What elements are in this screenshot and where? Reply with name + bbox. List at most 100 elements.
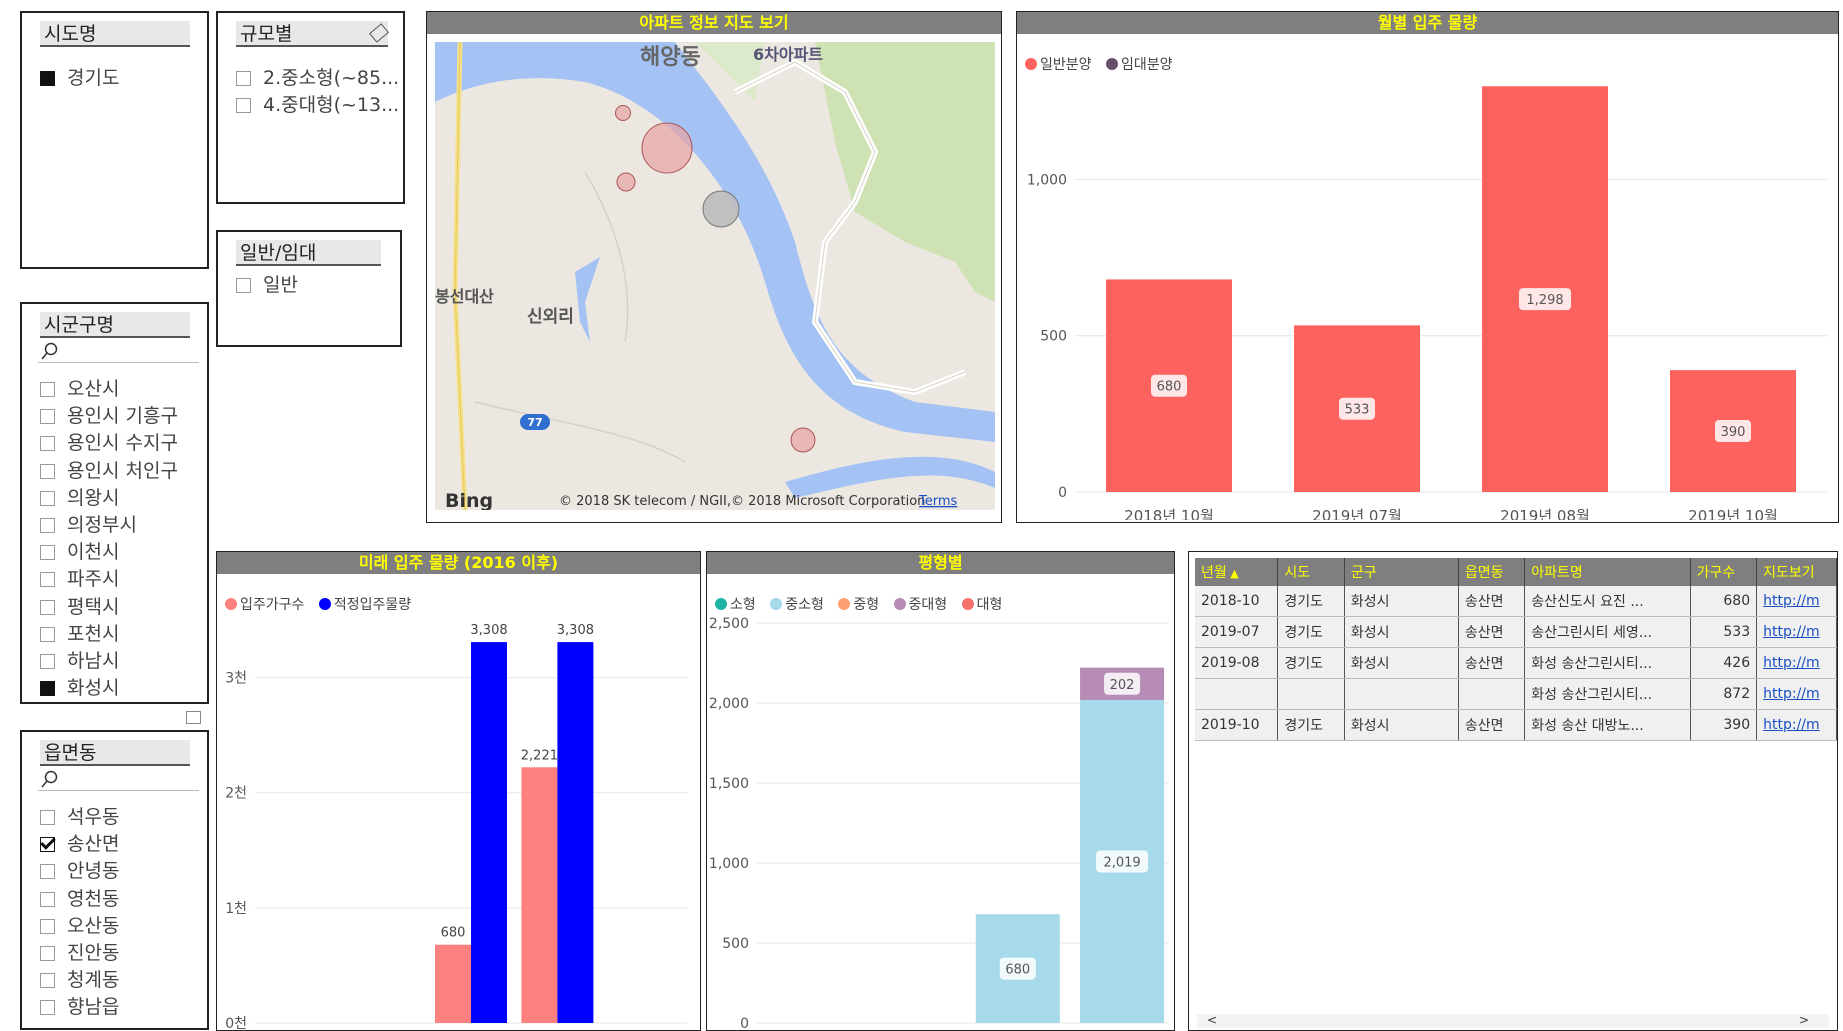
checkbox[interactable] <box>40 891 55 907</box>
horizontal-scrollbar[interactable]: < > <box>1197 1013 1829 1028</box>
map-link[interactable]: http://m <box>1763 655 1820 671</box>
slicer-item[interactable]: 진안동 <box>40 940 119 966</box>
map-bubble[interactable] <box>616 172 636 192</box>
slicer-item[interactable]: 일반 <box>236 272 298 298</box>
checkbox[interactable] <box>40 973 55 989</box>
map-link[interactable]: http://m <box>1763 717 1820 733</box>
table-cell[interactable]: http://m <box>1756 616 1837 648</box>
column-header[interactable]: 지도보기 <box>1756 558 1837 586</box>
map-terms-link[interactable]: Terms <box>918 494 958 509</box>
bar[interactable] <box>435 944 471 1023</box>
checkbox[interactable] <box>40 681 55 697</box>
checkbox[interactable] <box>40 1000 55 1016</box>
map-label-apt: 6차아파트 <box>753 45 823 64</box>
slicer-item[interactable]: 용인시 수지구 <box>40 430 178 456</box>
slicer-item[interactable]: 포천시 <box>40 621 119 647</box>
map-bubble[interactable] <box>641 122 693 174</box>
slicer-item[interactable]: 의정부시 <box>40 512 137 538</box>
slicer-item[interactable]: 용인시 기흥구 <box>40 403 178 429</box>
column-header[interactable]: 아파트명 <box>1524 558 1691 586</box>
column-header[interactable]: 년월 ▲ <box>1195 558 1279 586</box>
slicer-item[interactable]: 평택시 <box>40 594 119 620</box>
checkbox[interactable] <box>40 572 55 588</box>
checkbox[interactable] <box>40 545 55 561</box>
slicer-item[interactable]: 청계동 <box>40 967 119 993</box>
checkbox[interactable] <box>40 409 55 425</box>
sort-asc-icon[interactable]: ▲ <box>1226 567 1239 580</box>
expand-icon[interactable] <box>186 711 201 724</box>
map-link[interactable]: http://m <box>1763 593 1820 609</box>
slicer-item[interactable]: 오산동 <box>40 913 119 939</box>
slicer-item[interactable]: 경기도 <box>40 65 119 91</box>
legend-item[interactable]: 입주가구수 <box>225 594 304 614</box>
table-row[interactable]: 2019-07 경기도 화성시 송산면 송산그린시티 세영... 533 http://m <box>1195 616 1837 648</box>
legend-item[interactable]: 중대형 <box>893 594 947 614</box>
table-row[interactable]: 2019-10 경기도 화성시 송산면 화성 송산 대방노... 390 http://m <box>1195 709 1837 741</box>
checkbox[interactable] <box>40 599 55 615</box>
slicer-item[interactable]: 안녕동 <box>40 858 119 884</box>
search-input[interactable] <box>38 768 199 791</box>
checkbox[interactable] <box>40 918 55 934</box>
table-cell[interactable]: http://m <box>1756 709 1837 741</box>
legend-item[interactable]: 적정입주물량 <box>318 594 411 614</box>
slicer-item[interactable]: 영천동 <box>40 886 119 912</box>
bar[interactable] <box>557 642 594 1023</box>
legend-item[interactable]: 중소형 <box>770 594 824 614</box>
legend-item[interactable]: 대형 <box>961 594 1002 614</box>
checkbox[interactable] <box>236 98 251 113</box>
checkbox[interactable] <box>40 71 55 86</box>
checkbox[interactable] <box>40 810 55 825</box>
checkbox[interactable] <box>40 382 55 397</box>
checkbox[interactable] <box>40 626 55 642</box>
checkbox[interactable] <box>236 278 251 293</box>
checkbox[interactable] <box>40 463 55 479</box>
scroll-right-icon[interactable]: > <box>1798 1013 1809 1027</box>
checkbox[interactable] <box>40 864 55 880</box>
slicer-item[interactable]: 파주시 <box>40 566 119 592</box>
legend-item[interactable]: 중형 <box>838 594 879 614</box>
map-link[interactable]: http://m <box>1763 686 1820 702</box>
map-bubble[interactable] <box>702 190 740 228</box>
map-canvas[interactable]: 해양동 6차아파트 봉선대산 신외리 77 Bing © 2018 SK tel… <box>435 42 995 510</box>
checkbox[interactable] <box>40 518 55 533</box>
bar[interactable] <box>471 642 507 1023</box>
slicer-item[interactable]: 화성시 <box>40 675 119 701</box>
table-row[interactable]: 2018-10 경기도 화성시 송산면 송산신도시 요진 ... 680 http://m <box>1195 586 1837 617</box>
checkbox[interactable] <box>236 71 251 86</box>
legend-item[interactable]: 소형 <box>715 594 756 614</box>
table-cell[interactable]: http://m <box>1756 678 1837 710</box>
table-row[interactable]: 화성 송산그린시티... 872 http://m <box>1195 678 1837 710</box>
legend-dot <box>961 598 974 610</box>
map-bubble[interactable] <box>790 427 816 453</box>
checkbox[interactable] <box>40 946 55 961</box>
table-cell[interactable]: http://m <box>1756 647 1837 679</box>
checkbox[interactable] <box>40 490 55 506</box>
column-header[interactable]: 읍면동 <box>1458 558 1526 586</box>
column-header[interactable]: 군구 <box>1344 558 1459 586</box>
slicer-item[interactable]: 하남시 <box>40 648 119 674</box>
column-header[interactable]: 가구수 <box>1690 558 1758 586</box>
slicer-item[interactable]: 의왕시 <box>40 485 119 511</box>
bar[interactable] <box>521 767 558 1023</box>
slicer-item[interactable]: 석우동 <box>40 804 119 830</box>
table-cell[interactable]: http://m <box>1756 586 1837 617</box>
slicer-item[interactable]: 2.중소형(~85... <box>236 65 399 91</box>
checkbox[interactable] <box>40 654 55 669</box>
slicer-item[interactable]: 송산면 <box>40 831 119 857</box>
legend-item[interactable]: 임대분양 <box>1105 54 1173 74</box>
map-bubble[interactable] <box>615 105 631 121</box>
scroll-left-icon[interactable]: < <box>1207 1013 1218 1027</box>
map-link[interactable]: http://m <box>1763 624 1820 640</box>
slicer-item[interactable]: 4.중대형(~13... <box>236 92 399 118</box>
checkbox[interactable] <box>40 436 55 452</box>
slicer-item[interactable]: 용인시 처인구 <box>40 458 178 484</box>
map-label-road: 77 <box>527 416 542 429</box>
slicer-item[interactable]: 향남읍 <box>40 994 119 1020</box>
legend-item[interactable]: 일반분양 <box>1025 54 1092 74</box>
search-input[interactable] <box>38 340 199 363</box>
slicer-item[interactable]: 이천시 <box>40 539 119 565</box>
column-header[interactable]: 시도 <box>1277 558 1345 586</box>
checkbox[interactable] <box>40 837 55 853</box>
slicer-item[interactable]: 오산시 <box>40 376 119 402</box>
table-row[interactable]: 2019-08 경기도 화성시 송산면 화성 송산그린시티... 426 http://m <box>1195 647 1837 679</box>
